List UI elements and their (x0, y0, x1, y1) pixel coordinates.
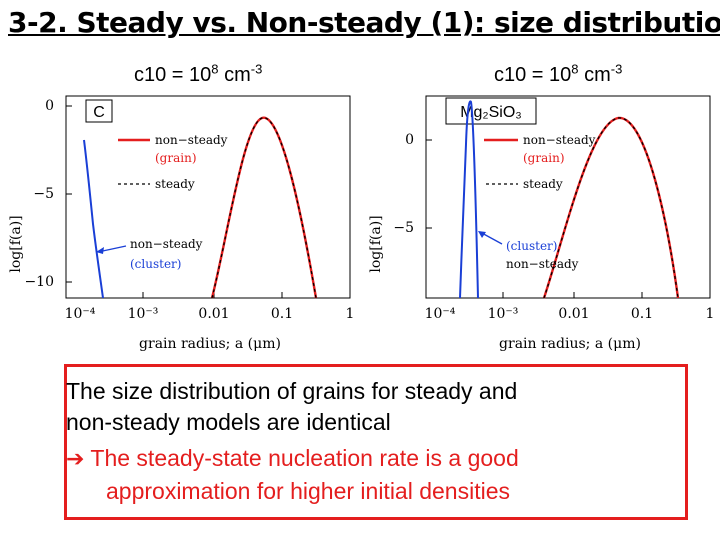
legend-cluster-label-2: (cluster) (130, 257, 181, 271)
xtick-1e-3: 10⁻³ (488, 306, 519, 322)
y-axis-label: log[f(a)] (368, 215, 384, 272)
xtick-0.01: 0.01 (198, 306, 229, 322)
ytick-0: 0 (45, 98, 54, 114)
ytick-minus5: −5 (393, 220, 414, 236)
legend-cluster-label-2: non−steady (506, 257, 579, 271)
species-label: Mg₂SiO₃ (460, 104, 522, 121)
legend-grain: (grain) (523, 151, 565, 165)
species-label: C (93, 104, 105, 121)
ytick-0: 0 (405, 132, 414, 148)
x-axis-label: grain radius; a (μm) (139, 336, 281, 352)
legend-non-steady: non−steady (523, 133, 596, 147)
condition-label-left: c10 = 108 cm-3 (134, 61, 263, 86)
conclusion-box (64, 364, 688, 520)
xtick-1: 1 (706, 306, 715, 322)
conclusion-line-1: The size distribution of grains for stea… (66, 378, 518, 404)
cluster-arrowhead (478, 231, 486, 238)
y-axis-label: log[f(a)] (8, 215, 24, 272)
species-box (85, 99, 113, 123)
conclusion-line-3: ➔ The steady-state nucleation rate is a … (66, 445, 519, 471)
legend-steady: steady (523, 177, 563, 191)
plot-frame (65, 95, 351, 299)
size-distribution-plot-carbon: 0 −5 −10 10⁻⁴ 10⁻³ 0.01 0.1 1 grain radi… (8, 95, 355, 352)
non-steady-grain-curve (210, 116, 318, 299)
xtick-0.1: 0.1 (631, 306, 653, 322)
conclusion-line-2: non-steady models are identical (66, 409, 391, 435)
conclusion-line-4: approximation for higher initial densiti… (106, 478, 510, 504)
legend-steady: steady (155, 177, 195, 191)
steady-curve (543, 117, 679, 299)
x-axis-label: grain radius; a (μm) (499, 336, 641, 352)
xtick-1: 1 (346, 306, 355, 322)
legend-grain: (grain) (155, 151, 197, 165)
right-arrow-icon: ➔ (66, 446, 85, 471)
xtick-1e-4: 10⁻⁴ (65, 306, 96, 322)
ytick-minus10: −10 (24, 274, 54, 290)
non-steady-cluster-curve (459, 100, 479, 299)
plot-frame (425, 95, 711, 299)
legend-cluster-label-1: (cluster) (506, 239, 557, 253)
non-steady-cluster-curve (83, 139, 104, 299)
ytick-minus5: −5 (33, 186, 54, 202)
xtick-1e-4: 10⁻⁴ (425, 306, 456, 322)
cluster-arrowhead (96, 247, 104, 254)
xtick-0.01: 0.01 (558, 306, 589, 322)
legend-cluster-label-1: non−steady (130, 237, 203, 251)
steady-curve (211, 117, 317, 299)
species-box (445, 97, 537, 125)
xtick-1e-3: 10⁻³ (128, 306, 159, 322)
condition-label-right: c10 = 108 cm-3 (494, 61, 623, 86)
size-distribution-plot-mgsio3: 0 −5 10⁻⁴ 10⁻³ 0.01 0.1 1 grain radius; … (368, 95, 715, 352)
legend-non-steady: non−steady (155, 133, 228, 147)
xtick-0.1: 0.1 (271, 306, 293, 322)
slide-title: 3-2. Steady vs. Non-steady (1): size dis… (8, 6, 720, 39)
